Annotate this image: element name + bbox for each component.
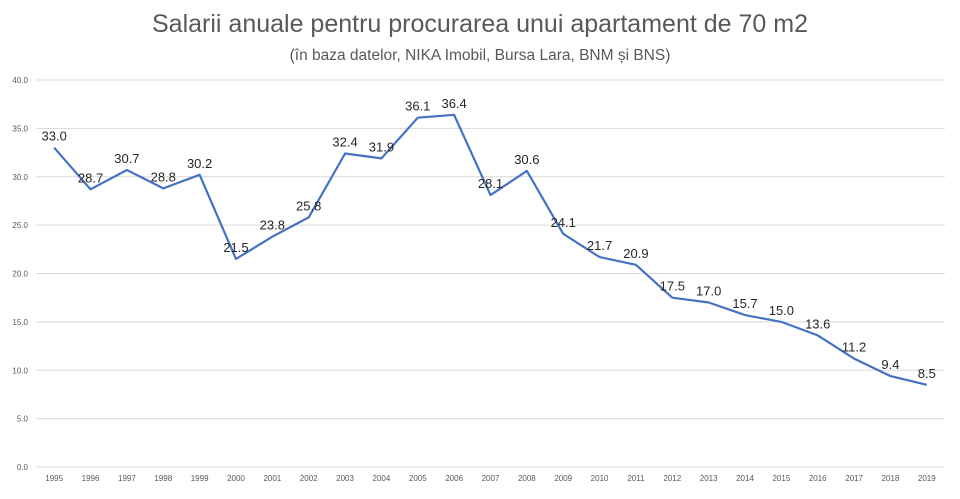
x-tick-label: 1999 — [191, 474, 209, 483]
data-label: 15.7 — [732, 296, 757, 311]
data-label: 33.0 — [42, 129, 67, 144]
data-label: 8.5 — [918, 366, 936, 381]
data-label: 25.8 — [296, 198, 321, 213]
x-tick-label: 2019 — [918, 474, 936, 483]
x-tick-label: 2013 — [700, 474, 718, 483]
x-tick-label: 2014 — [736, 474, 754, 483]
data-label: 30.7 — [114, 151, 139, 166]
data-label: 20.9 — [623, 246, 648, 261]
data-labels: 33.0 28.7 30.7 28.8 30.2 21.5 23.8 25.8 32.4 31.9… — [42, 96, 936, 381]
x-tick-label: 1996 — [82, 474, 100, 483]
x-tick-label: 1998 — [154, 474, 172, 483]
x-tick-label: 2001 — [263, 474, 281, 483]
y-tick-label: 5.0 — [17, 415, 29, 424]
data-label: 32.4 — [332, 135, 357, 150]
x-tick-label: 2003 — [336, 474, 354, 483]
x-tick-label: 2007 — [482, 474, 500, 483]
series-polyline — [53, 113, 928, 386]
data-label: 24.1 — [551, 215, 576, 230]
chart-title: Salarii anuale pentru procurarea unui ap… — [152, 10, 808, 38]
data-label: 28.8 — [151, 169, 176, 184]
data-label: 13.6 — [805, 316, 830, 331]
series-line — [53, 113, 928, 386]
x-tick-label: 2005 — [409, 474, 427, 483]
x-tick-label: 2006 — [445, 474, 463, 483]
data-label: 28.1 — [478, 176, 503, 191]
x-tick-label: 2016 — [809, 474, 827, 483]
data-label: 9.4 — [881, 357, 899, 372]
x-tick-label: 2004 — [373, 474, 391, 483]
x-tick-label: 2009 — [554, 474, 572, 483]
x-tick-label: 2018 — [882, 474, 900, 483]
data-label: 36.1 — [405, 99, 430, 114]
y-tick-label: 40.0 — [12, 76, 28, 85]
data-label: 11.2 — [842, 340, 866, 355]
x-tick-label: 2015 — [772, 474, 790, 483]
x-tick-label: 2017 — [845, 474, 863, 483]
data-label: 36.4 — [441, 96, 466, 111]
y-tick-label: 15.0 — [12, 318, 28, 327]
y-tick-label: 25.0 — [12, 221, 28, 230]
data-label: 15.0 — [769, 303, 794, 318]
y-tick-label: 10.0 — [12, 366, 28, 375]
x-tick-label: 2002 — [300, 474, 318, 483]
y-axis: 0.0 5.0 10.0 15.0 20.0 25.0 30.0 35.0 40.0 — [12, 76, 28, 472]
data-label: 17.5 — [660, 279, 685, 294]
data-label: 21.7 — [587, 238, 612, 253]
x-tick-label: 1997 — [118, 474, 136, 483]
x-tick-label: 2011 — [627, 474, 645, 483]
x-tick-label: 2010 — [591, 474, 609, 483]
x-tick-label: 1995 — [45, 474, 63, 483]
x-axis: 1995 1996 1997 1998 1999 2000 2001 2002 2003 2004… — [45, 474, 936, 483]
chart-subtitle: (în baza datelor, NIKA Imobil, Bursa Lar… — [289, 47, 671, 64]
x-tick-label: 2012 — [663, 474, 681, 483]
x-tick-label: 2008 — [518, 474, 536, 483]
data-label: 23.8 — [260, 218, 285, 233]
y-tick-label: 20.0 — [12, 270, 28, 279]
y-tick-label: 35.0 — [12, 124, 28, 133]
data-label: 30.2 — [187, 156, 212, 171]
y-tick-label: 30.0 — [12, 173, 28, 182]
data-label: 17.0 — [696, 284, 721, 299]
y-tick-label: 0.0 — [17, 463, 29, 472]
x-tick-label: 2000 — [227, 474, 245, 483]
data-label: 31.9 — [369, 139, 394, 154]
data-label: 30.6 — [514, 152, 539, 167]
data-label: 28.7 — [78, 170, 103, 185]
gridlines — [36, 79, 945, 468]
data-label: 21.5 — [223, 240, 248, 255]
